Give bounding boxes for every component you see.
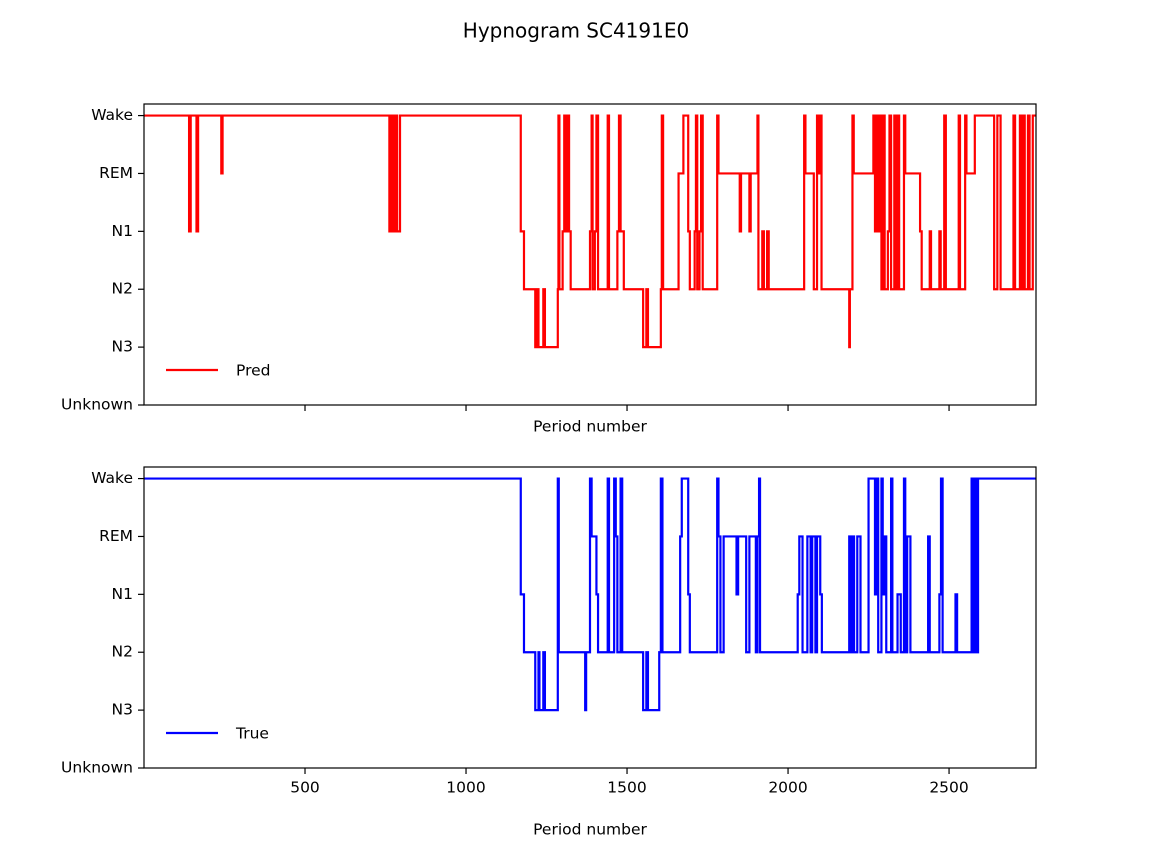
y-tick-label: REM [99,527,133,545]
y-tick-label: N3 [112,701,133,719]
step-line [144,114,1036,349]
x-tick-label: 1000 [446,779,485,797]
figure-title: Hypnogram SC4191E0 [463,19,689,43]
legend-label: Pred [236,362,270,380]
y-tick-label: REM [99,164,133,182]
step-line [144,477,1036,712]
y-tick-label: Unknown [61,759,133,777]
legend-label: True [235,725,269,743]
y-tick-label: N1 [112,585,133,603]
y-tick-label: N3 [112,338,133,356]
y-tick-label: Wake [91,469,133,487]
y-tick-label: N1 [112,222,133,240]
x-axis-label: Period number [533,418,647,436]
x-axis-label: Period number [533,821,647,839]
x-tick-label: 2500 [929,779,968,797]
plot-frame [143,103,1037,406]
y-tick-label: Wake [91,106,133,124]
y-tick-label: N2 [112,643,133,661]
plot-frame [143,466,1037,769]
x-tick-label: 2000 [768,779,807,797]
y-tick-label: N2 [112,280,133,298]
x-tick-label: 1500 [607,779,646,797]
x-tick-label: 500 [290,779,320,797]
y-tick-label: Unknown [61,396,133,414]
